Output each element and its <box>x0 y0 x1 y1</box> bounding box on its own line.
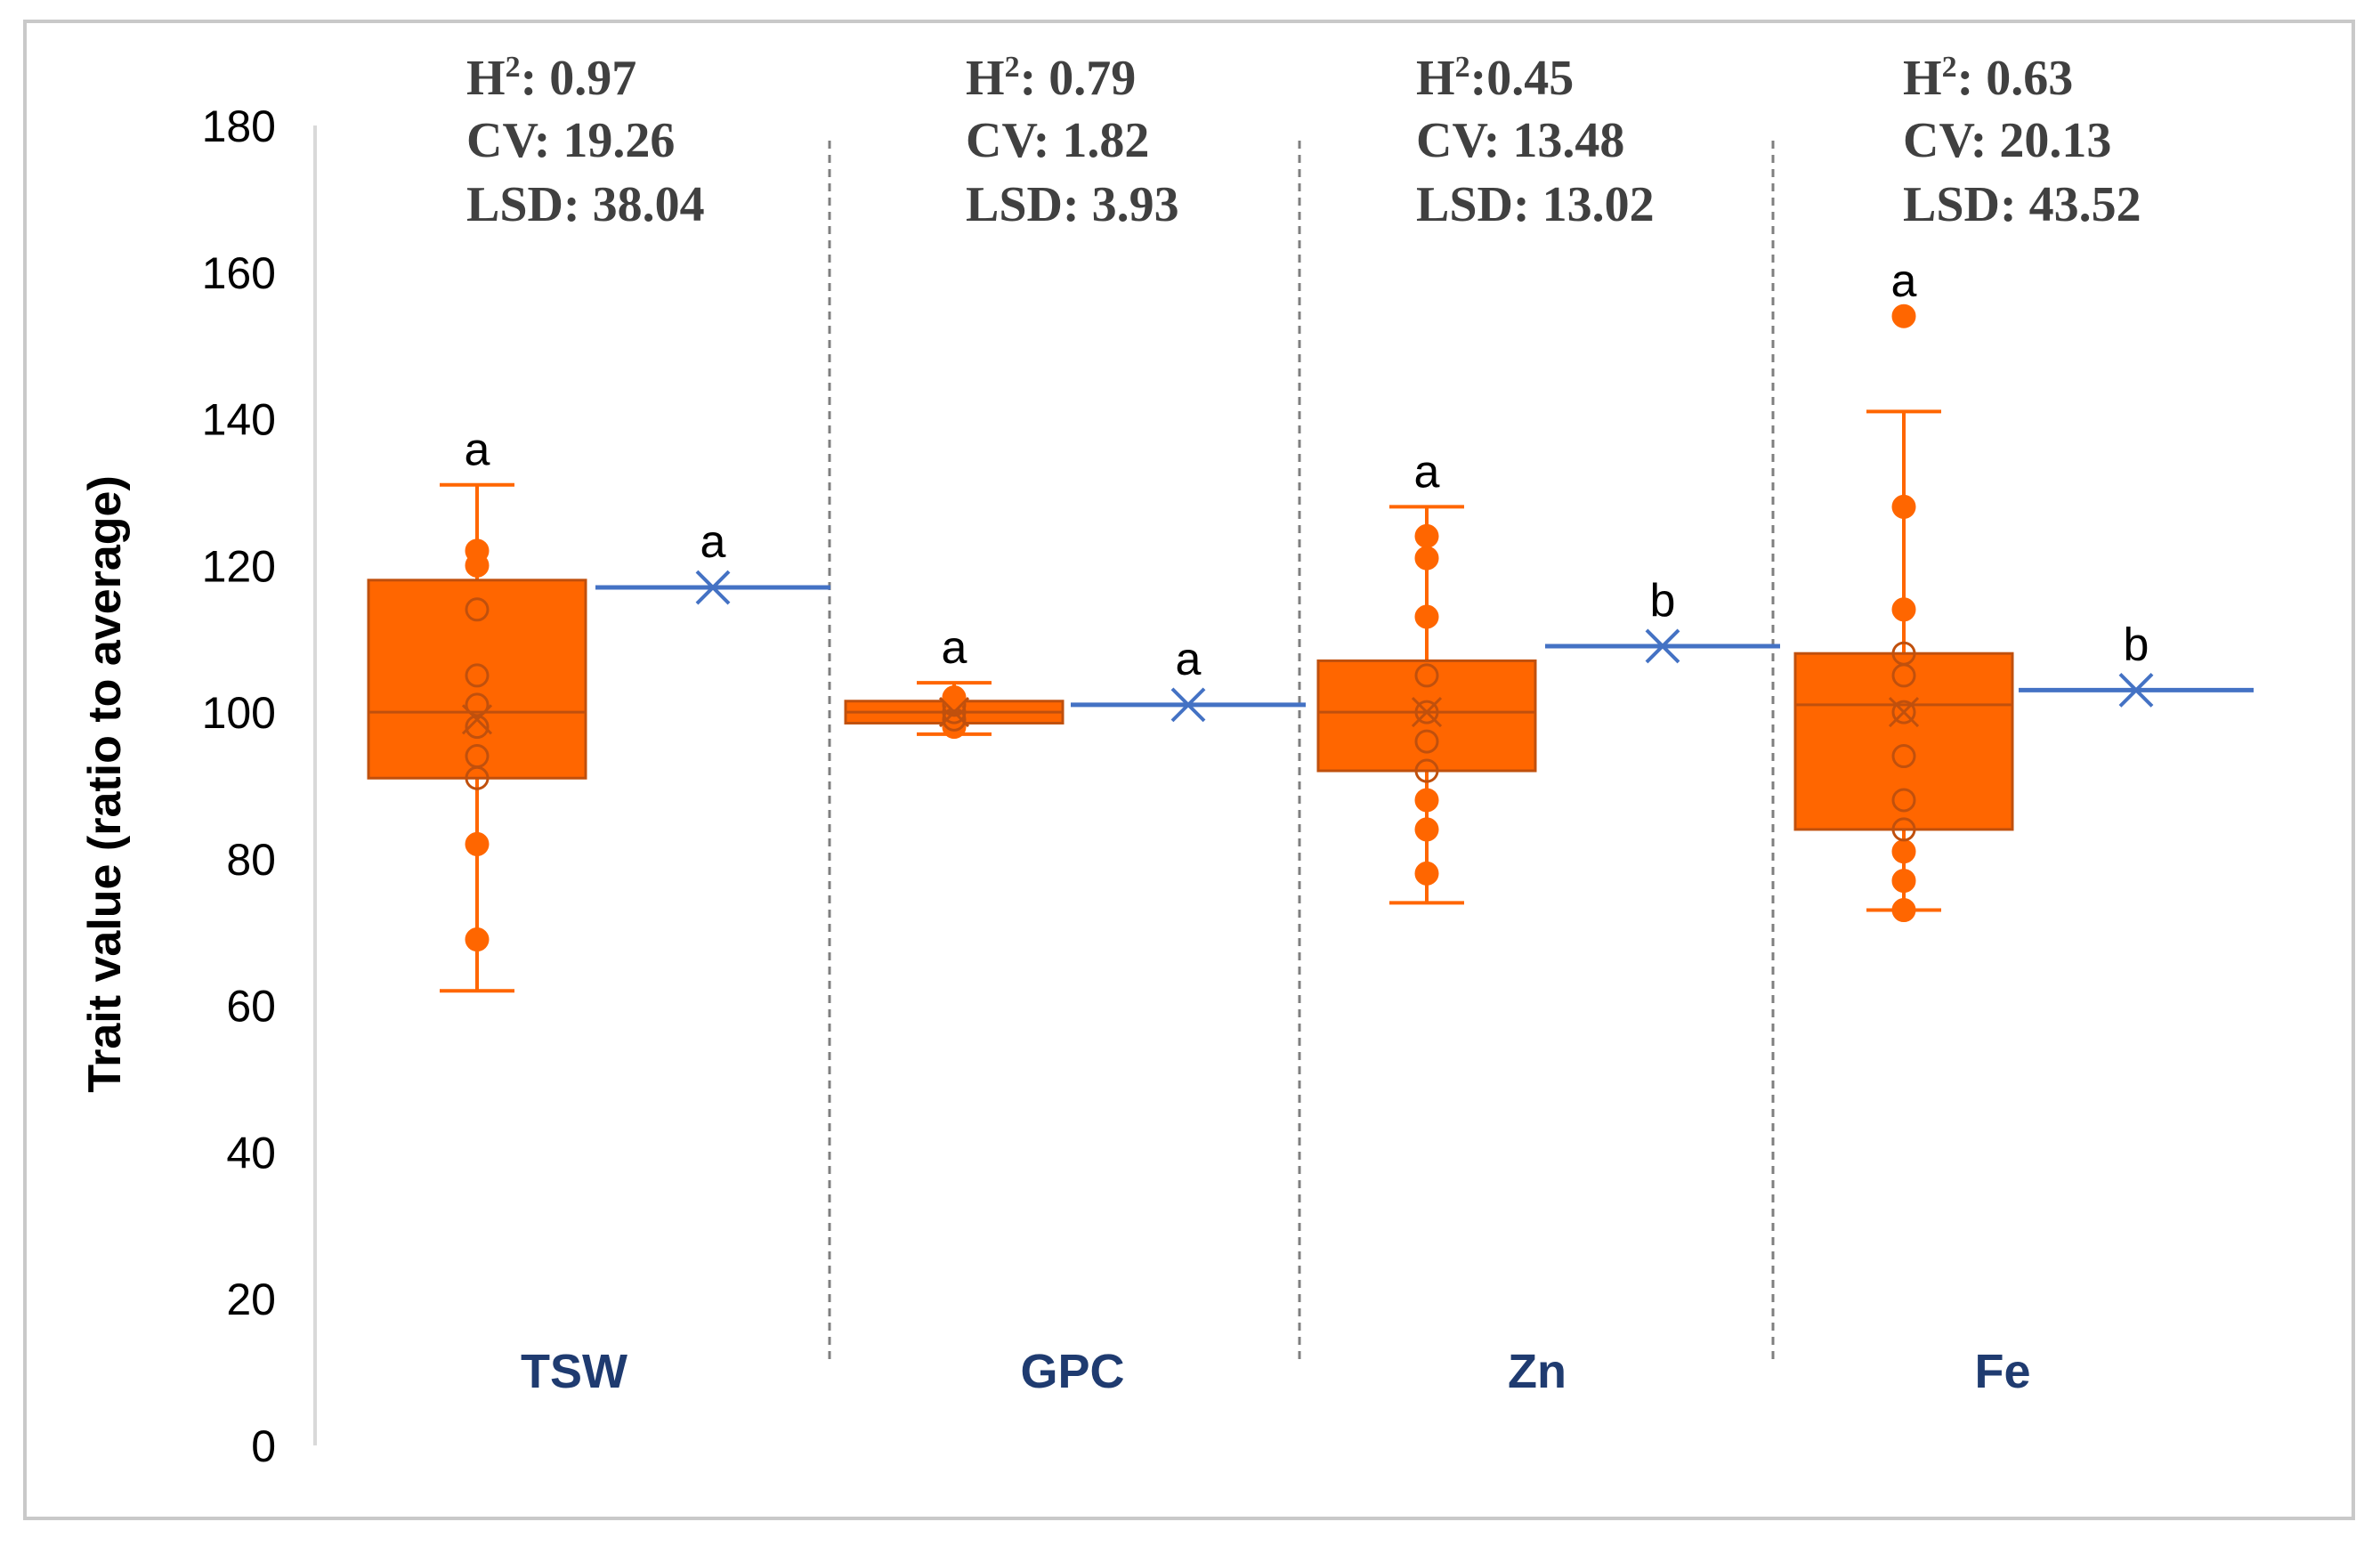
category-label: GPC <box>1020 1345 1124 1398</box>
data-point <box>1891 641 1916 666</box>
box-gpc: a <box>844 622 1065 740</box>
cv-text: CV: 1.82 <box>966 113 1149 168</box>
lsd-text: LSD: 13.02 <box>1416 177 1655 232</box>
box-tsw: a <box>367 425 587 993</box>
boxplot-chart: Trait value (ratio to average) 0 20 40 60 80… <box>79 51 2254 1471</box>
y-tick-label: 40 <box>226 1128 276 1178</box>
lsd-text: LSD: 38.04 <box>466 177 705 232</box>
data-point <box>1891 788 1916 813</box>
heritability-text: H2:0.45 <box>1416 51 1574 106</box>
y-axis-label: Trait value (ratio to average) <box>79 475 131 1093</box>
y-tick-label: 140 <box>202 395 276 445</box>
data-point <box>465 597 490 622</box>
data-point <box>1414 758 1439 783</box>
data-point <box>1891 744 1916 769</box>
data-point <box>1414 546 1439 571</box>
cv-text: CV: 13.48 <box>1416 113 1624 168</box>
reference-fe: b <box>2019 619 2254 708</box>
data-point <box>465 927 490 952</box>
lsd-text: LSD: 3.93 <box>966 177 1179 232</box>
y-tick-label: 60 <box>226 982 276 1032</box>
data-point <box>465 744 490 769</box>
chart-frame: Trait value (ratio to average) 0 20 40 60 80… <box>23 20 2355 1520</box>
heritability-text: H2: 0.97 <box>466 51 636 106</box>
significance-letter: a <box>700 516 726 568</box>
reference-zn: b <box>1545 575 1780 664</box>
reference-tsw: a <box>595 516 830 605</box>
box-fe: a <box>1793 255 2014 923</box>
iqr-box <box>367 579 587 780</box>
data-point <box>1891 839 1916 864</box>
data-point <box>1414 604 1439 629</box>
stat-annotations: H2: 0.97 CV: 19.26 LSD: 38.04 H2: 0.79 CV: 1… <box>466 51 2141 232</box>
data-point <box>1414 523 1439 548</box>
y-tick-label: 100 <box>202 688 276 738</box>
data-point <box>1891 700 1916 724</box>
y-tick-label: 120 <box>202 541 276 591</box>
heritability-text: H2: 0.79 <box>966 51 1136 106</box>
y-tick-label: 160 <box>202 248 276 298</box>
reference-marker <box>2118 672 2154 708</box>
significance-letter: a <box>1414 446 1440 498</box>
reference-series: a a b b <box>595 516 2254 723</box>
cv-text: CV: 20.13 <box>1903 113 2111 168</box>
data-point <box>1414 663 1439 688</box>
significance-letter: a <box>465 425 490 476</box>
data-point <box>1891 817 1916 842</box>
category-label: TSW <box>521 1345 627 1398</box>
reference-marker <box>1645 628 1680 664</box>
data-point <box>1891 597 1916 622</box>
y-tick-label: 180 <box>202 101 276 151</box>
data-point <box>1891 869 1916 894</box>
data-point <box>1414 861 1439 886</box>
y-tick-labels: 0 20 40 60 80 100 120 140 160 180 <box>202 101 276 1471</box>
category-label: Fe <box>1974 1345 2030 1398</box>
data-point <box>1414 788 1439 813</box>
iqr-box <box>1316 659 1537 773</box>
data-point <box>465 831 490 856</box>
box-zn: a <box>1316 446 1537 905</box>
reference-marker <box>695 570 731 605</box>
data-point <box>1891 304 1916 328</box>
lsd-text: LSD: 43.52 <box>1903 177 2141 232</box>
significance-letter: b <box>1650 575 1676 627</box>
data-point <box>465 663 490 688</box>
data-point <box>1414 700 1439 724</box>
category-dividers <box>828 141 1775 1363</box>
reference-marker <box>1170 687 1206 723</box>
mean-marker <box>461 704 493 735</box>
cv-text: CV: 19.26 <box>466 113 675 168</box>
data-point <box>942 685 967 710</box>
y-tick-label: 0 <box>251 1421 276 1471</box>
box-series: a a a a <box>367 255 2014 993</box>
data-point <box>1414 729 1439 754</box>
significance-letter: b <box>2124 619 2149 670</box>
reference-gpc: a <box>1071 634 1306 723</box>
mean-marker <box>1411 697 1443 728</box>
iqr-box <box>1793 652 2014 831</box>
heritability-text: H2: 0.63 <box>1903 51 2073 106</box>
significance-letter: a <box>1176 634 1202 685</box>
data-point <box>465 538 490 563</box>
category-labels: TSW GPC Zn Fe <box>521 1345 2031 1398</box>
y-tick-label: 20 <box>226 1275 276 1324</box>
data-point <box>1414 817 1439 842</box>
mean-marker <box>938 697 970 728</box>
y-tick-label: 80 <box>226 835 276 885</box>
significance-letter: a <box>1891 255 1917 307</box>
data-point <box>1891 494 1916 519</box>
category-label: Zn <box>1508 1345 1566 1398</box>
mean-marker <box>1888 697 1920 728</box>
significance-letter: a <box>942 622 967 674</box>
data-point <box>465 692 490 717</box>
data-point <box>1891 898 1916 923</box>
